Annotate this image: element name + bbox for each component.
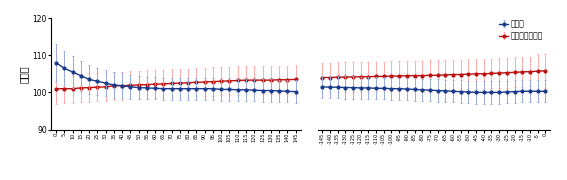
Y-axis label: 포도당: 포도당: [18, 65, 28, 83]
Legend: 정상군, 수면무호흡증군: 정상군, 수면무호흡증군: [496, 16, 546, 43]
